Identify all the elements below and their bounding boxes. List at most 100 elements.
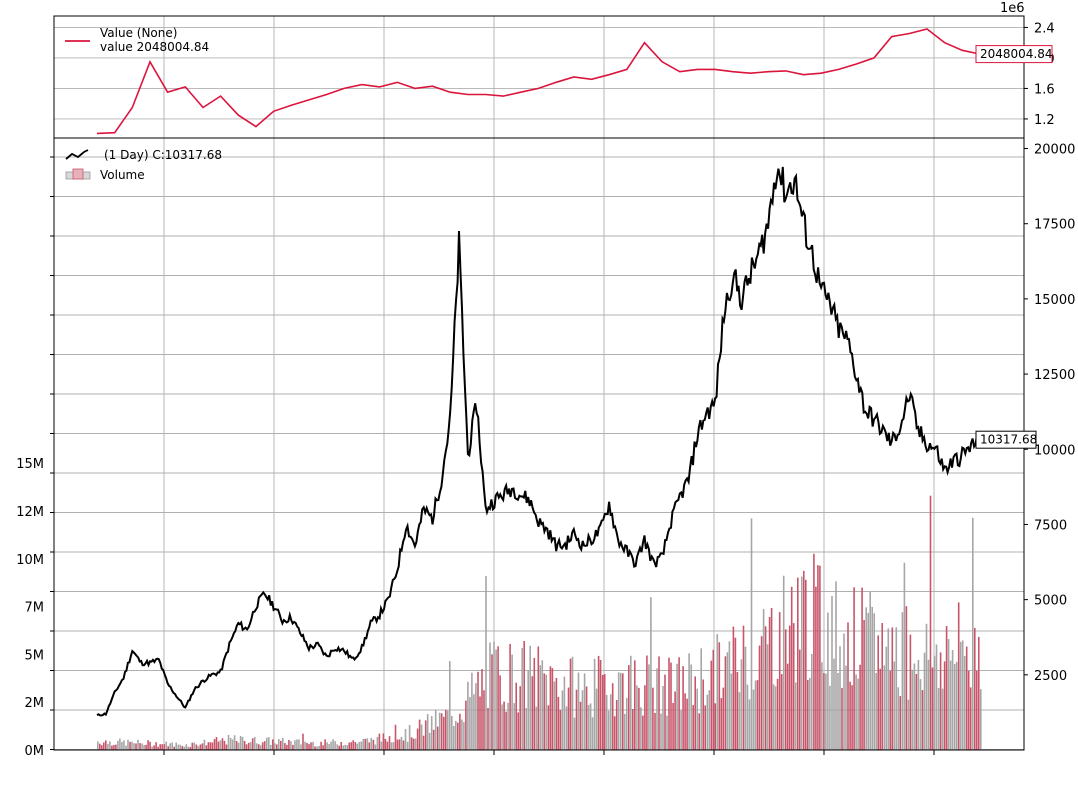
volume-bar [217,741,220,750]
volume-bar [314,746,316,750]
value-axis-multiplier: 1e6 [1000,1,1025,16]
volume-bar [881,623,883,750]
volume-bar [324,739,326,750]
volume-bar [290,741,292,750]
volume-bar [917,660,920,750]
volume-bar [239,736,242,750]
volume-bar [851,685,853,750]
volume-bar [187,746,190,750]
volume-bar [921,690,924,750]
volume-tick-label: 10M [16,553,44,568]
volume-bar [642,715,644,750]
volume-bar [664,674,666,750]
value-legend-title: Value (None) [100,26,177,40]
volume-bar [626,697,628,750]
volume-bar [815,586,817,750]
volume-bar [943,661,946,750]
volume-bar [503,701,505,750]
volume-bar [374,744,377,750]
volume-bar [577,672,580,750]
volume-bar [157,746,159,750]
volume-bar [292,744,294,750]
volume-bars [97,495,982,750]
volume-bar [153,745,155,750]
volume-bar [533,657,536,750]
value-legend-entry: value 2048004.84 [100,40,209,54]
volume-bar [183,746,186,750]
volume-bar [340,742,342,750]
volume-bar [233,735,236,750]
volume-bar [599,660,602,750]
value-last-text: 2048004.84 [980,47,1053,61]
volume-bar [585,686,588,750]
volume-bar [173,746,175,750]
volume-bar [905,606,908,750]
volume-bar [764,626,767,750]
volume-bar [141,743,143,750]
volume-bar [790,586,793,750]
volume-bar [702,679,704,750]
volume-bar [712,649,715,750]
volume-bar [903,562,906,750]
volume-bar [853,587,855,750]
volume-bar [384,738,387,750]
price-tick-label: 15000 [1034,293,1075,308]
volume-bar [680,710,682,750]
volume-bar [288,740,290,750]
volume-bar [145,744,147,750]
volume-bar [871,606,873,750]
volume-legend-swatch-up [72,168,84,180]
volume-bar [563,676,566,750]
volume-bar [457,722,459,750]
volume-bar [718,642,721,750]
volume-bar [867,612,869,750]
volume-tick-label: 0M [25,744,45,759]
volume-bar [919,679,922,750]
volume-bar [841,687,843,750]
volume-bar [531,676,534,750]
volume-bar [849,681,851,750]
volume-bar [412,738,415,750]
volume-tick-label: 15M [16,457,44,472]
volume-bar [101,745,103,750]
volume-bar [445,709,447,750]
volume-bar [316,746,318,750]
volume-bar [609,694,612,750]
volume-bar [360,741,363,750]
volume-bar [831,596,833,750]
volume-bar [951,650,954,750]
volume-bar [362,738,365,750]
volume-bar [99,743,101,750]
volume-bar [455,720,457,750]
volume-bar [670,662,672,750]
volume-bar [215,737,218,750]
volume-bar [306,742,308,750]
volume-bar [449,661,451,750]
volume-bar [115,744,117,750]
volume-bar [191,742,194,750]
volume-bar [219,740,222,750]
volume-bar [453,725,455,750]
volume-bar [720,698,723,750]
volume-bar [396,739,399,750]
volume-bar [119,738,121,750]
volume-bar [414,738,417,750]
volume-bar [467,681,469,750]
volume-bar [257,744,260,750]
volume-bar [245,744,248,750]
volume-bar [479,696,481,750]
volume-bar [603,674,606,750]
volume-bar [819,565,821,750]
volume-bar [640,707,642,750]
volume-bar [591,717,594,750]
volume-bar [865,607,867,750]
volume-bar [420,724,423,750]
volume-bar [821,662,823,750]
volume-bar [778,612,781,750]
volume-bar [308,744,310,750]
volume-bar [959,641,962,750]
volume-bar [754,680,757,750]
volume-bar [227,734,230,750]
price-tick-label: 7500 [1034,518,1067,533]
volume-bar [710,660,713,750]
